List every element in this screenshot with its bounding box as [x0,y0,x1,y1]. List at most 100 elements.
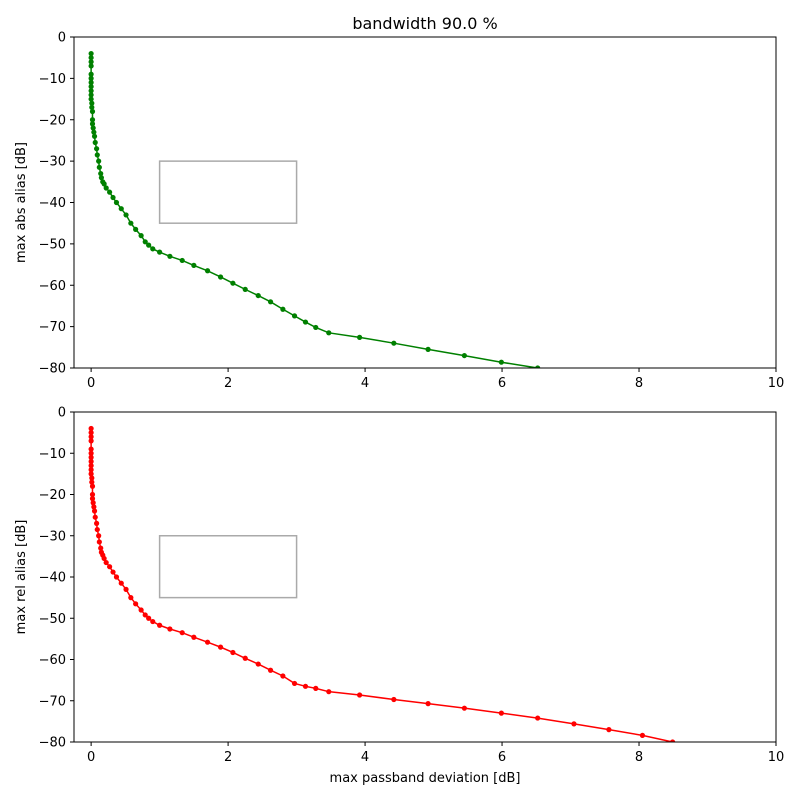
data-point [255,292,261,299]
x-tick-label: 2 [224,750,232,765]
data-point [88,438,94,444]
data-point [94,520,100,526]
data-point [142,239,148,245]
data-point [107,189,113,195]
data-point [88,55,94,61]
data-point [230,649,236,656]
data-point [167,626,173,632]
y-tick-label: −40 [39,571,66,586]
y-axis-label: max abs alias [dB] [14,142,29,263]
y-tick-label: −80 [39,362,66,377]
x-tick-label: 4 [361,376,369,391]
y-tick-label: −50 [39,237,66,252]
data-point [302,683,309,689]
data-point [88,454,94,460]
data-point [96,164,102,170]
data-point [267,299,274,305]
data-point [179,257,185,264]
data-point [88,96,94,102]
data-point [267,667,274,673]
data-point [461,705,467,711]
top-subplot: 0 2 4 6 8 10 0 −10 −20 −30 −40 −50 −60 −70 −80 max abs … [14,31,784,392]
data-point [179,630,185,636]
y-tick-label: 0 [58,31,66,46]
data-point [88,425,94,432]
data-point [88,59,94,65]
x-tick-label: 8 [635,750,643,765]
data-point [146,242,152,248]
axes-frame [73,36,777,369]
data-point [88,434,94,440]
data-point [101,181,107,187]
data-point [242,286,248,292]
data-point [255,661,261,667]
data-point [204,268,211,274]
data-point [98,170,104,177]
data-point [98,545,104,551]
series-line [90,428,683,742]
data-point [138,607,144,613]
data-point [101,555,107,562]
data-point [138,233,144,239]
data-point [94,146,100,152]
data-point [88,79,94,86]
data-point [571,721,577,727]
data-point [88,446,94,452]
data-point [128,595,134,601]
data-point [167,253,173,259]
y-tick-label: −30 [39,155,66,170]
x-tick-label: 4 [361,750,369,765]
data-point [118,206,124,212]
data-point [88,92,94,98]
data-point [88,71,94,77]
data-point [217,644,224,650]
data-point [113,199,120,206]
data-point [88,50,94,57]
series-line [90,53,543,368]
bottom-subplot: 0 2 4 6 8 10 0 −10 −20 −30 −40 −50 −60 −70 −80 max rel … [14,406,784,787]
data-point [150,618,156,625]
y-tick-label: 0 [58,406,66,421]
y-tick-label: −40 [39,196,66,211]
series [88,425,751,742]
data-point [89,100,95,106]
data-point [94,526,100,533]
data-point [313,324,319,331]
data-point [391,696,397,703]
x-tick-label: 2 [224,376,232,391]
data-point [88,450,94,456]
data-point [133,226,139,232]
data-point [157,249,163,255]
data-point [118,580,124,586]
data-point [89,121,96,127]
data-point [391,340,397,346]
data-point [498,710,504,716]
data-point [217,274,224,280]
y-tick-label: −70 [39,320,66,335]
data-point [91,129,97,135]
y-tick-label: −70 [39,694,66,709]
data-point [142,612,148,618]
data-point [150,246,156,252]
data-point [91,133,98,139]
data-point [90,500,96,506]
data-point [639,732,646,739]
x-tick-label: 10 [768,750,785,765]
data-point [88,467,94,473]
data-point [96,539,102,545]
data-point [113,574,120,580]
data-point [535,715,541,721]
x-tick-label: 6 [498,750,506,765]
data-point [96,158,102,164]
reference-box [158,160,298,224]
data-point [88,471,94,477]
data-point [356,334,363,340]
y-tick-label: −60 [39,653,66,668]
data-point [123,212,129,218]
y-tick-label: −10 [39,72,66,87]
data-point [146,615,152,621]
data-point [89,483,96,489]
data-point [535,365,541,368]
data-point [98,175,104,181]
y-tick-label: −60 [39,279,66,294]
